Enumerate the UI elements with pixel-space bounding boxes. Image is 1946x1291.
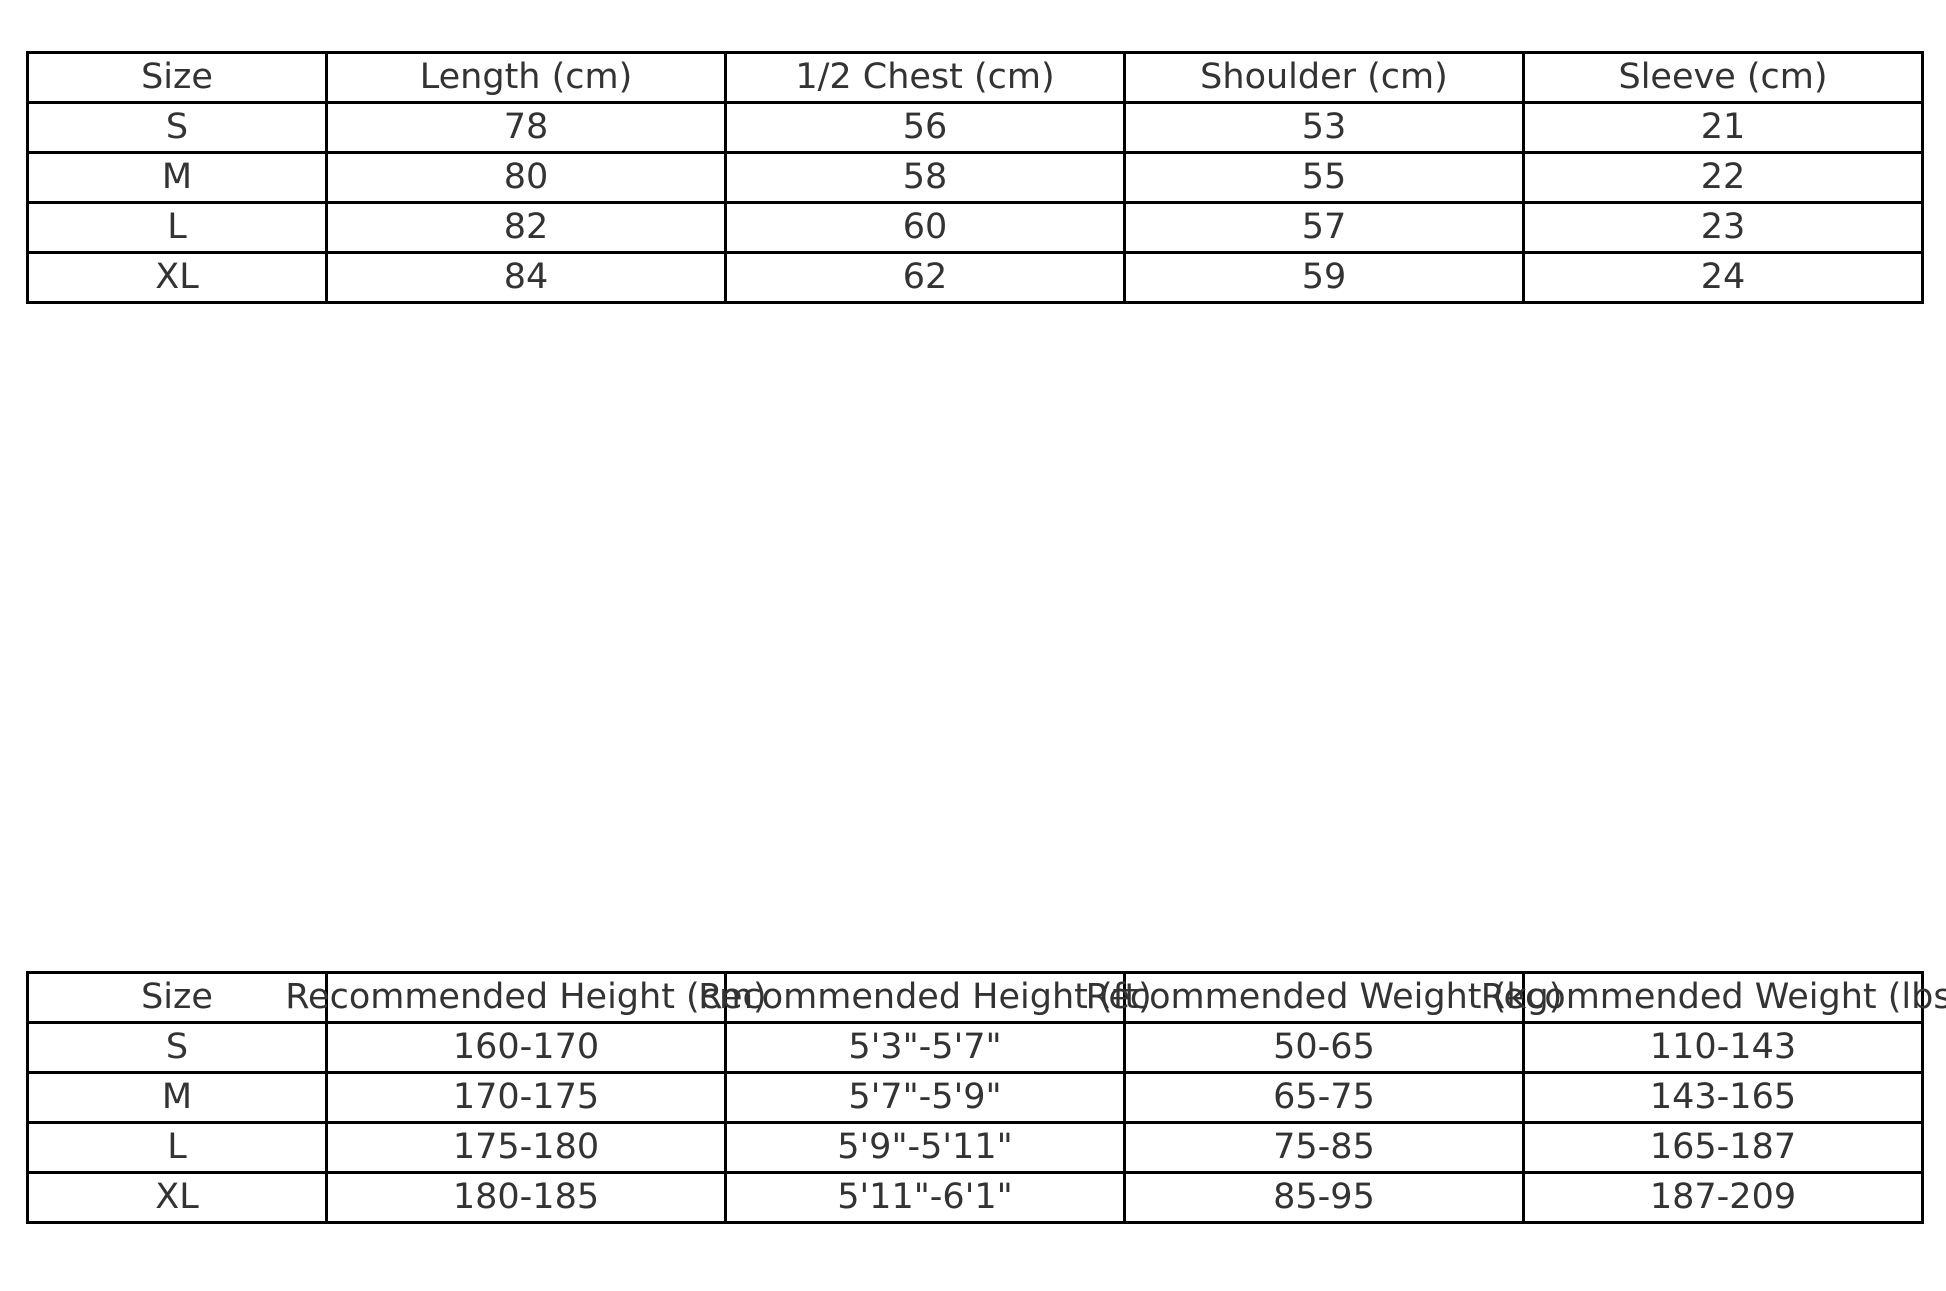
table-cell: 21 [1522,101,1924,154]
table-cell: 110-143 [1522,1021,1924,1074]
column-header: Recommended Height (ft) [698,971,1152,1024]
column-header: Recommended Weight (lbs) [1481,971,1946,1024]
table-header-row: Size Recommended Height (cm) Recommended H… [26,971,1946,1024]
table-cell: 187-209 [1522,1171,1924,1224]
table-cell: XL [26,251,328,304]
table-cell: 65-75 [1123,1071,1525,1124]
table-cell: 78 [325,101,727,154]
table-row: XL 84 62 59 24 [26,251,1924,304]
table-cell: 53 [1123,101,1525,154]
table-cell: 60 [724,201,1126,254]
column-header: Size [26,971,328,1024]
table-cell: 22 [1522,151,1924,204]
column-header-label: Recommended Weight (kg) [1085,977,1563,1017]
column-header-label: 1/2 Chest (cm) [795,57,1055,97]
size-recommendation-table: Size Recommended Height (cm) Recommended H… [26,971,1946,1224]
table-cell: 5'11"-6'1" [724,1171,1126,1224]
column-header-label: Size [141,977,213,1017]
table-cell: 82 [325,201,727,254]
table-row: XL 180-185 5'11"-6'1" 85-95 187-209 [26,1171,1924,1224]
table-cell: 5'3"-5'7" [724,1021,1126,1074]
table-cell: 170-175 [325,1071,727,1124]
measurements-table: Size Length (cm) 1/2 Chest (cm) Shoulder (c… [26,51,1924,304]
column-header: Length (cm) [325,51,727,104]
table-cell: 55 [1123,151,1525,204]
table-cell: 58 [724,151,1126,204]
table-row: M 170-175 5'7"-5'9" 65-75 143-165 [26,1071,1924,1124]
table-row: L 175-180 5'9"-5'11" 75-85 165-187 [26,1121,1924,1174]
table-cell: 80 [325,151,727,204]
table-cell: 24 [1522,251,1924,304]
table-cell: 143-165 [1522,1071,1924,1124]
table-cell: L [26,201,328,254]
table-cell: 23 [1522,201,1924,254]
table-cell: 57 [1123,201,1525,254]
column-header-label: Recommended Height (ft) [698,977,1152,1017]
column-header: Recommended Weight (kg) [1086,971,1562,1024]
table-cell: 62 [724,251,1126,304]
table-cell: 5'7"-5'9" [724,1071,1126,1124]
table-cell: 165-187 [1522,1121,1924,1174]
table-cell: 84 [325,251,727,304]
table-cell: 56 [724,101,1126,154]
table-cell: XL [26,1171,328,1224]
table-cell: 85-95 [1123,1171,1525,1224]
table-header-row: Size Length (cm) 1/2 Chest (cm) Shoulder (c… [26,51,1924,104]
table-cell: S [26,101,328,154]
table-cell: 59 [1123,251,1525,304]
table-cell: 75-85 [1123,1121,1525,1174]
column-header-label: Length (cm) [419,57,633,97]
table-cell: 175-180 [325,1121,727,1174]
column-header: Size [26,51,328,104]
table-row: S 78 56 53 21 [26,101,1924,154]
table-row: S 160-170 5'3"-5'7" 50-65 110-143 [26,1021,1924,1074]
table-cell: 160-170 [325,1021,727,1074]
column-header-label: Size [141,57,213,97]
column-header: Shoulder (cm) [1123,51,1525,104]
column-header-label: Sleeve (cm) [1618,57,1828,97]
column-header-label: Recommended Weight (lbs) [1480,977,1946,1017]
column-header-label: Recommended Height (cm) [285,977,767,1017]
table-row: M 80 58 55 22 [26,151,1924,204]
column-header: 1/2 Chest (cm) [724,51,1126,104]
table-cell: 50-65 [1123,1021,1525,1074]
table-cell: M [26,151,328,204]
column-header-label: Shoulder (cm) [1200,57,1448,97]
column-header: Sleeve (cm) [1522,51,1924,104]
table-cell: M [26,1071,328,1124]
table-cell: 180-185 [325,1171,727,1224]
table-cell: S [26,1021,328,1074]
column-header: Recommended Height (cm) [285,971,767,1024]
table-row: L 82 60 57 23 [26,201,1924,254]
table-cell: 5'9"-5'11" [724,1121,1126,1174]
table-cell: L [26,1121,328,1174]
